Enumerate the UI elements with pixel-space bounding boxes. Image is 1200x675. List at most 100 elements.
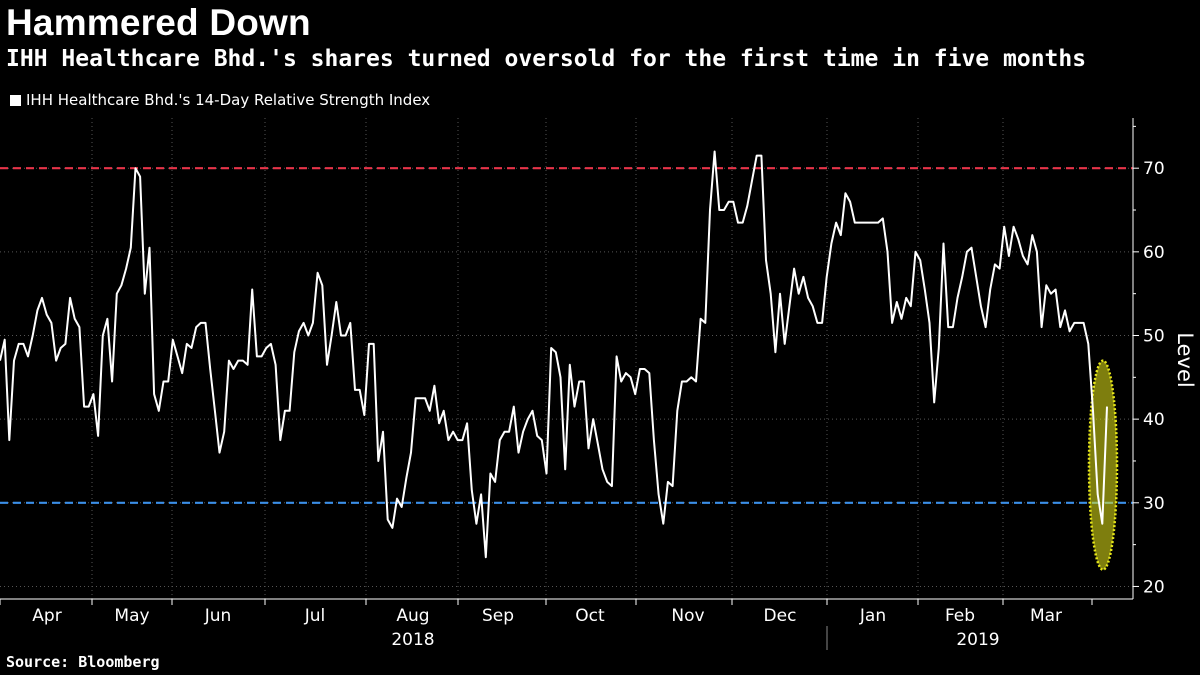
data-point xyxy=(700,318,702,320)
data-point xyxy=(298,331,300,333)
data-point xyxy=(742,222,744,224)
data-point xyxy=(158,410,160,412)
data-point xyxy=(1050,293,1052,295)
y-axis-title: Level xyxy=(1173,332,1197,387)
data-point xyxy=(938,347,940,349)
data-point xyxy=(410,452,412,454)
data-point xyxy=(261,356,263,358)
data-point xyxy=(256,356,258,358)
data-point xyxy=(536,435,538,437)
data-point xyxy=(639,368,641,370)
data-point xyxy=(994,264,996,266)
data-point xyxy=(877,222,879,224)
chart-title: Hammered Down xyxy=(6,2,311,43)
data-point xyxy=(135,167,137,169)
data-point xyxy=(93,393,95,395)
data-point xyxy=(149,247,151,249)
data-point xyxy=(270,343,272,345)
data-point xyxy=(663,523,665,525)
source-note: Source: Bloomberg xyxy=(6,653,160,671)
data-point xyxy=(130,247,132,249)
data-point xyxy=(709,209,711,211)
data-point xyxy=(896,301,898,303)
data-point xyxy=(803,276,805,278)
data-point xyxy=(434,385,436,387)
data-point xyxy=(807,297,809,299)
data-point xyxy=(672,485,674,487)
data-point xyxy=(793,268,795,270)
data-point xyxy=(522,431,524,433)
data-point xyxy=(714,151,716,153)
data-point xyxy=(1069,331,1071,333)
data-point xyxy=(102,335,104,337)
data-point xyxy=(798,293,800,295)
data-point xyxy=(775,351,777,353)
data-point xyxy=(882,218,884,220)
y-tick-label: 50 xyxy=(1143,326,1165,346)
data-point xyxy=(789,305,791,307)
data-point xyxy=(985,326,987,328)
data-point xyxy=(265,347,267,349)
data-point xyxy=(901,318,903,320)
data-point xyxy=(658,494,660,496)
data-point xyxy=(532,410,534,412)
x-tick-label: Apr xyxy=(32,606,61,626)
data-point xyxy=(1027,264,1029,266)
data-point xyxy=(560,377,562,379)
data-point xyxy=(97,435,99,437)
data-point xyxy=(1083,322,1085,324)
data-point xyxy=(60,347,62,349)
data-point xyxy=(835,222,837,224)
data-point xyxy=(382,431,384,433)
data-point xyxy=(616,356,618,358)
data-point xyxy=(821,322,823,324)
data-point xyxy=(65,343,67,345)
data-point xyxy=(242,360,244,362)
data-point xyxy=(1064,310,1066,312)
reference-lines xyxy=(0,167,1133,504)
data-point xyxy=(4,339,6,341)
data-point xyxy=(564,469,566,471)
data-point xyxy=(859,222,861,224)
data-point xyxy=(555,351,557,353)
x-tick-label: Oct xyxy=(575,606,605,626)
data-point xyxy=(868,222,870,224)
data-point xyxy=(396,498,398,500)
data-point xyxy=(27,356,29,358)
data-point xyxy=(947,326,949,328)
data-point xyxy=(251,289,253,291)
data-point xyxy=(770,293,772,295)
data-point xyxy=(784,343,786,345)
data-point xyxy=(275,364,277,366)
data-point xyxy=(592,418,594,420)
data-point xyxy=(737,222,739,224)
data-point xyxy=(452,431,454,433)
data-point xyxy=(471,490,473,492)
data-point xyxy=(891,322,893,324)
y-tick-label: 20 xyxy=(1143,577,1165,597)
data-point xyxy=(779,293,781,295)
data-point xyxy=(943,243,945,245)
data-point xyxy=(630,377,632,379)
data-point xyxy=(499,439,501,441)
data-point xyxy=(83,406,85,408)
data-point xyxy=(933,402,935,404)
data-point xyxy=(541,439,543,441)
data-point xyxy=(840,234,842,236)
data-point xyxy=(518,452,520,454)
data-point xyxy=(1074,322,1076,324)
data-point xyxy=(812,305,814,307)
data-point xyxy=(971,247,973,249)
data-point xyxy=(919,259,921,261)
data-point xyxy=(331,335,333,337)
data-point xyxy=(634,393,636,395)
data-point xyxy=(494,481,496,483)
highlight-ellipse xyxy=(1087,359,1119,571)
data-point xyxy=(719,209,721,211)
data-point xyxy=(200,322,202,324)
data-point xyxy=(924,289,926,291)
legend: IHH Healthcare Bhd.'s 14-Day Relative St… xyxy=(10,91,430,109)
data-point xyxy=(289,410,291,412)
data-point xyxy=(980,305,982,307)
